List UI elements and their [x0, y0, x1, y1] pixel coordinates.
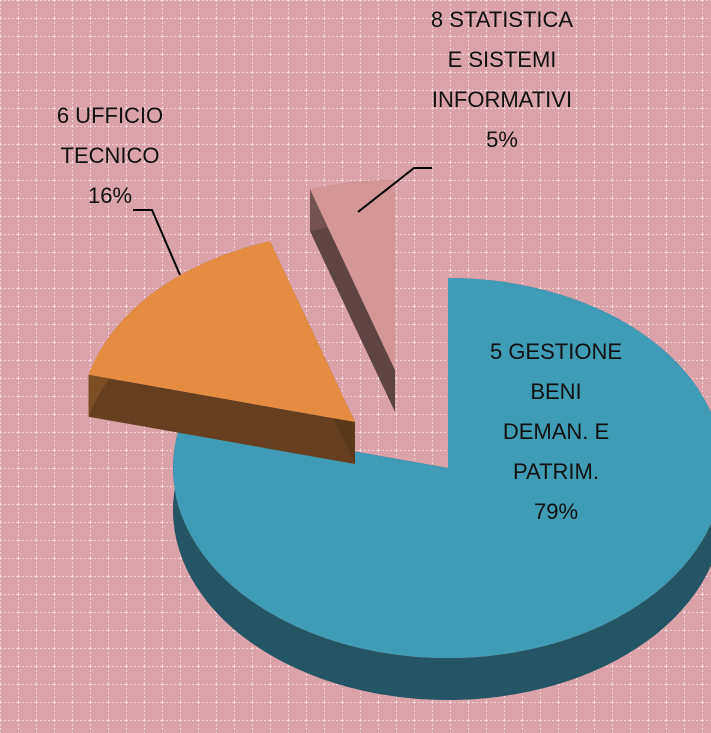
slice-label: 5 GESTIONE BENI DEMAN. E PATRIM. [489, 339, 623, 484]
value-label: 79% [533, 499, 579, 524]
value-label: 5% [486, 127, 518, 152]
leader-line [357, 167, 432, 213]
slice [310, 180, 395, 370]
slice-label: 6 UFFICIO TECNICO [56, 103, 164, 168]
value-label: 16% [87, 183, 133, 208]
slice-label: 8 STATISTICA E SISTEMI INFORMATIVI [430, 7, 574, 112]
slice-side [88, 374, 355, 464]
slice [173, 278, 711, 658]
slice-side [310, 189, 395, 412]
leader-line [133, 209, 181, 276]
slice [88, 241, 355, 422]
